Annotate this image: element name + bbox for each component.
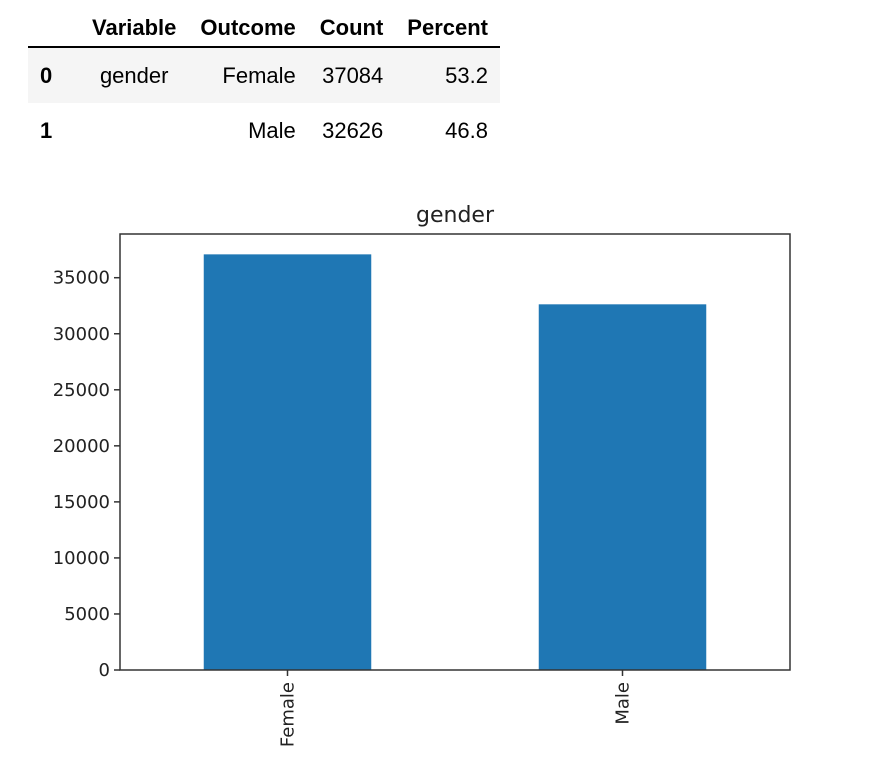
column-header-count: Count: [319, 15, 384, 40]
plot-area-frame: [119, 233, 791, 671]
y-tick-label: 20000: [53, 436, 110, 457]
summary-table: Variable Outcome Count Percent 0 gender …: [28, 10, 500, 158]
column-header-percent: Percent: [407, 15, 488, 40]
bar-male: [538, 304, 707, 670]
y-tick-label: 25000: [53, 380, 110, 401]
cell-count: 37084: [322, 62, 384, 88]
y-tick-label: 30000: [53, 324, 110, 345]
cell-variable: gender: [99, 62, 169, 88]
column-header-variable: Variable: [92, 15, 177, 40]
x-tick-label: Male: [613, 682, 634, 725]
y-axis: 0 5000 10000 15000 20000 25000 30000 35000: [53, 268, 120, 681]
x-tick-label: Female: [278, 682, 299, 747]
bars-group: [203, 254, 707, 671]
cell-count: 32626: [322, 117, 384, 143]
table-row: 1 Male 32626 46.8: [28, 103, 500, 158]
row-index: 1: [40, 117, 53, 143]
table-header-row: Variable Outcome Count Percent: [28, 10, 500, 47]
bar-female: [203, 254, 372, 671]
y-tick-label: 5000: [64, 604, 110, 625]
cell-percent: 46.8: [445, 117, 488, 143]
column-header-outcome: Outcome: [200, 15, 296, 40]
x-axis: Female Male: [278, 670, 634, 747]
chart-title: gender: [416, 203, 495, 228]
cell-percent: 53.2: [445, 62, 488, 88]
cell-outcome: Female: [222, 62, 296, 88]
table-row: 0 gender Female 37084 53.2: [28, 47, 500, 103]
cell-outcome: Male: [248, 117, 296, 143]
row-index: 0: [40, 62, 53, 88]
y-tick-label: 15000: [53, 492, 110, 513]
y-tick-label: 35000: [53, 268, 110, 289]
y-tick-label: 10000: [53, 548, 110, 569]
y-tick-label: 0: [99, 660, 110, 681]
